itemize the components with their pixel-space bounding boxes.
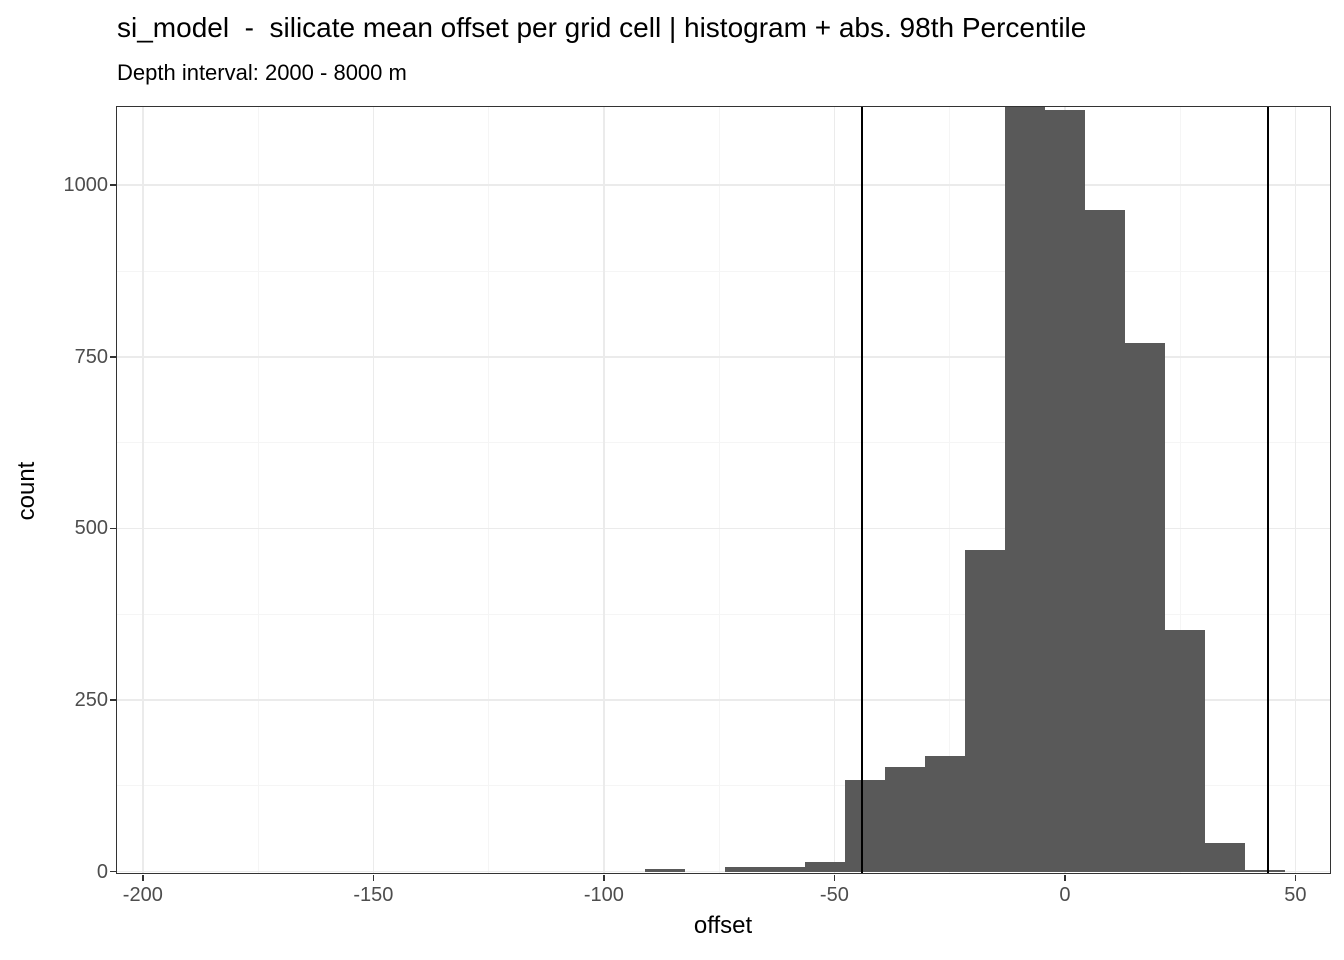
x-axis-tick: [1064, 874, 1066, 881]
y-axis-tick: [109, 870, 116, 873]
histogram-bar: [1244, 869, 1285, 872]
x-tick-label: -150: [353, 884, 394, 906]
histogram-bar: [884, 767, 925, 872]
x-axis-tick: [142, 874, 144, 881]
y-axis-tick: [109, 356, 116, 358]
x-major-gridline: [372, 107, 375, 873]
x-tick-label: 0: [1059, 884, 1071, 906]
x-major-gridline: [603, 107, 605, 873]
plot-panel: [117, 107, 1330, 873]
percentile-vline: [1266, 107, 1269, 873]
y-axis-tick: [109, 699, 116, 701]
chart-title: si_model - silicate mean offset per grid…: [117, 12, 1087, 43]
y-major-gridline: [117, 870, 1330, 873]
x-tick-label: -100: [583, 884, 624, 906]
x-major-gridline: [1294, 107, 1297, 873]
histogram-bar: [765, 866, 806, 872]
x-minor-gridline: [949, 107, 951, 873]
x-tick-label: 50: [1284, 884, 1307, 906]
x-minor-gridline: [488, 107, 490, 873]
histogram-bar: [1204, 842, 1245, 872]
y-minor-gridline: [117, 442, 1330, 444]
histogram-bar: [1044, 109, 1085, 872]
x-axis-tick: [1294, 874, 1297, 881]
y-major-gridline: [117, 184, 1330, 186]
histogram-bar: [845, 779, 886, 872]
y-axis-tick: [109, 184, 116, 186]
percentile-vline: [861, 107, 864, 873]
x-tick-label: -200: [122, 884, 163, 906]
x-minor-gridline: [257, 107, 259, 873]
x-major-gridline: [142, 107, 144, 873]
histogram-bar: [1124, 343, 1165, 872]
x-major-gridline: [833, 107, 836, 873]
x-minor-gridline: [718, 107, 720, 873]
y-minor-gridline: [117, 613, 1330, 615]
x-axis-title: offset: [693, 912, 753, 939]
y-tick-label: 1000: [63, 174, 109, 197]
y-minor-gridline: [117, 785, 1330, 787]
histogram-bar: [965, 549, 1006, 872]
histogram-bar: [1164, 630, 1205, 872]
histogram-bar: [645, 868, 686, 872]
chart-subtitle: Depth interval: 2000 - 8000 m: [117, 60, 407, 85]
x-axis-tick: [833, 874, 836, 881]
x-axis-tick: [603, 874, 605, 881]
x-tick-label: -50: [819, 884, 849, 906]
histogram-bar: [1004, 107, 1045, 872]
y-minor-gridline: [117, 270, 1330, 272]
histogram-bar: [805, 862, 846, 872]
y-major-gridline: [117, 699, 1330, 701]
y-axis-tick: [109, 527, 116, 530]
y-major-gridline: [117, 527, 1330, 530]
y-major-gridline: [117, 356, 1330, 358]
histogram-bar: [925, 755, 965, 872]
histogram-bar: [725, 866, 766, 872]
y-tick-label: 750: [74, 345, 108, 368]
histogram-bar: [1085, 209, 1125, 872]
y-axis-title: count: [13, 461, 40, 521]
y-tick-label: 250: [74, 689, 108, 712]
x-axis-tick: [372, 874, 375, 881]
y-tick-label: 500: [74, 517, 108, 540]
x-minor-gridline: [1179, 107, 1181, 873]
y-tick-label: 0: [96, 860, 108, 883]
